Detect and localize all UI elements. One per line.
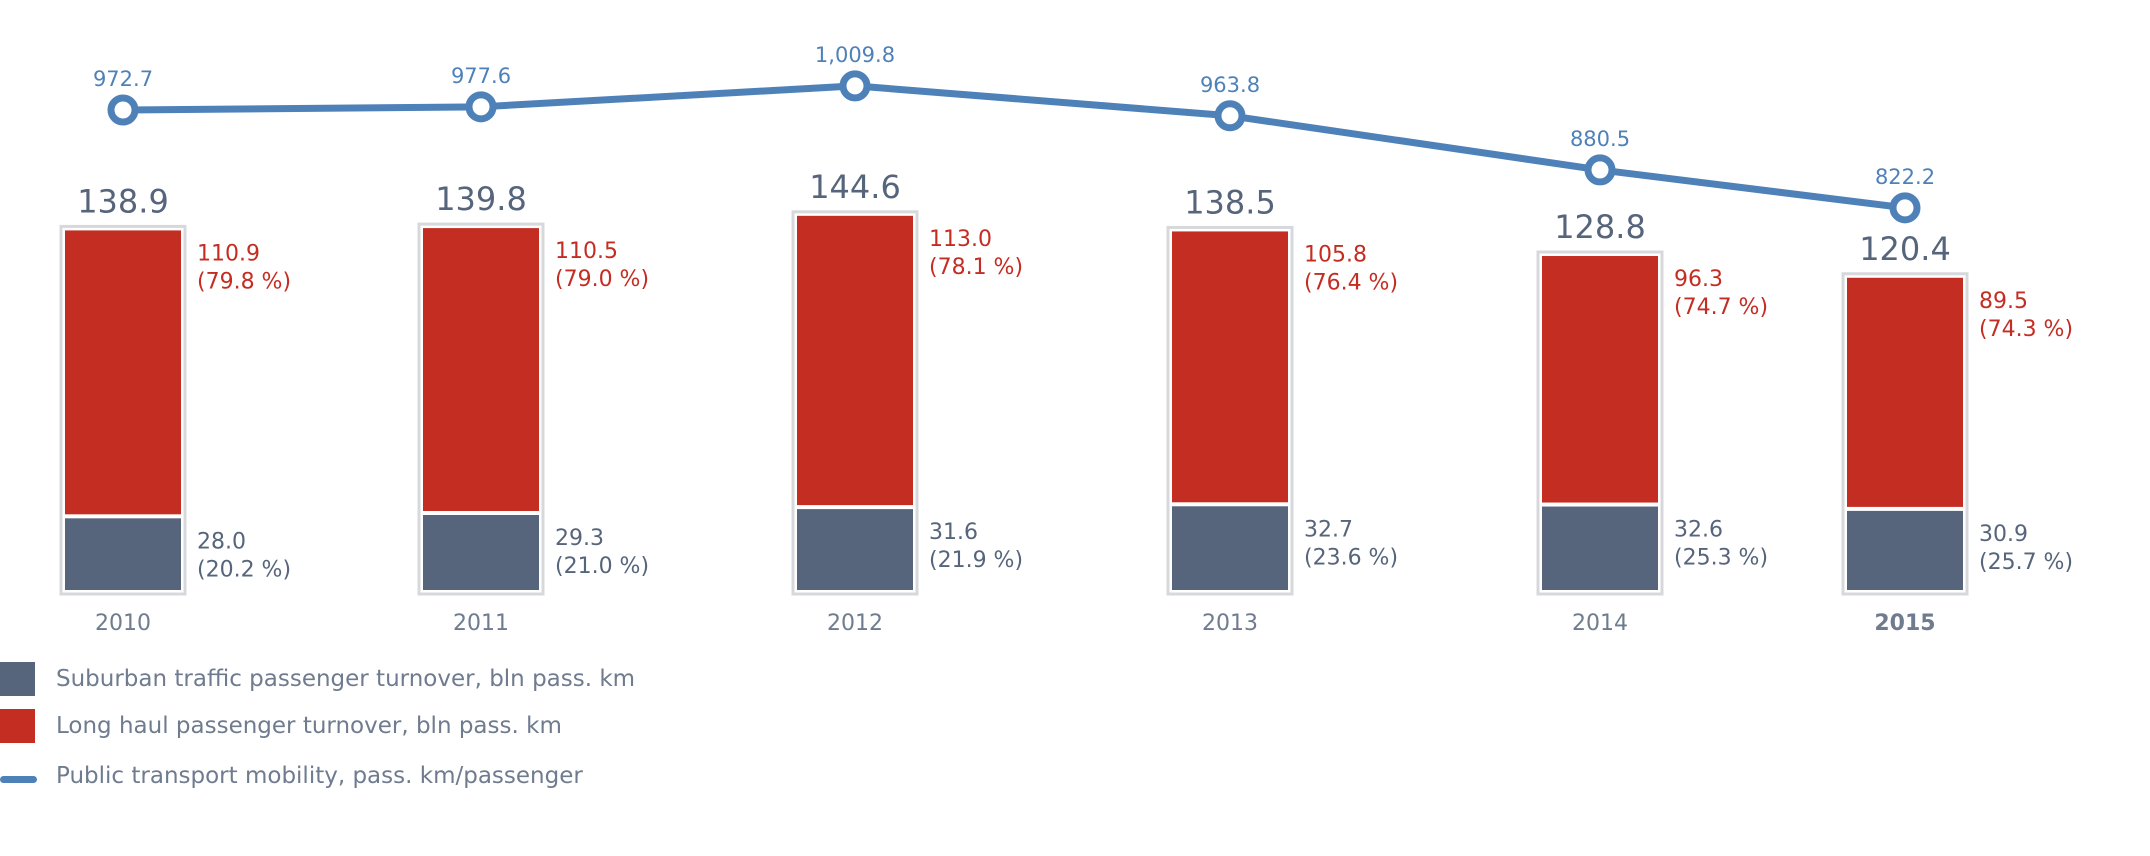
legend-item-suburban: Suburban traffic passenger turnover, bln… [0, 662, 900, 702]
long-haul-share-label: (74.7 %) [1674, 295, 1768, 320]
long-haul-share-label: (79.8 %) [197, 269, 291, 294]
suburban-share-label: (25.7 %) [1979, 550, 2073, 575]
suburban-value-label: 31.6 [929, 520, 978, 545]
legend-item-mobility: Public transport mobility, pass. km/pass… [0, 759, 900, 799]
long-haul-value-label: 89.5 [1979, 289, 2028, 314]
mobility-value-label: 977.6 [451, 64, 511, 88]
long-haul-value-label: 110.9 [197, 241, 260, 266]
legend-line-mobility [0, 776, 37, 783]
suburban-value-label: 30.9 [1979, 522, 2028, 547]
mobility-point [1214, 100, 1246, 132]
bar-suburban [1172, 506, 1288, 590]
long-haul-value-label: 96.3 [1674, 267, 1723, 292]
x-axis-tick-label: 2010 [95, 611, 151, 636]
suburban-share-label: (21.9 %) [929, 548, 1023, 573]
x-axis-tick-label: 2011 [453, 611, 509, 636]
suburban-value-label: 29.3 [555, 526, 604, 551]
bar-long-haul [1847, 277, 1963, 507]
bar-frame [791, 210, 919, 596]
bar-total-label: 138.5 [1184, 183, 1276, 221]
long-haul-share-label: (78.1 %) [929, 255, 1023, 280]
suburban-share-label: (20.2 %) [197, 557, 291, 582]
bar-total-label: 138.9 [77, 182, 169, 220]
long-haul-share-label: (76.4 %) [1304, 270, 1398, 295]
bar-frame [417, 222, 545, 596]
mobility-line [119, 82, 1909, 212]
bar-total-label: 120.4 [1859, 230, 1951, 268]
bar-frame [1536, 250, 1664, 596]
x-axis-tick-label: 2014 [1572, 611, 1628, 636]
bar-frame [1841, 272, 1969, 596]
mobility-point [1584, 154, 1616, 186]
bar-long-haul [1542, 256, 1658, 503]
mobility-value-label: 963.8 [1200, 73, 1260, 97]
bar-suburban [423, 514, 539, 590]
long-haul-value-label: 105.8 [1304, 242, 1367, 267]
bar-frame [1166, 225, 1294, 596]
legend-item-long-haul: Long haul passenger turnover, bln pass. … [0, 709, 900, 749]
suburban-value-label: 28.0 [197, 529, 246, 554]
bar-long-haul [797, 215, 913, 506]
bar-long-haul [423, 228, 539, 511]
mobility-value-label: 1,009.8 [815, 43, 895, 67]
x-axis-tick-label: 2013 [1202, 611, 1258, 636]
bar-suburban [1847, 510, 1963, 590]
legend-swatch-suburban [0, 662, 35, 696]
bar-total-label: 128.8 [1554, 208, 1646, 246]
bar-suburban [797, 509, 913, 590]
legend-label-suburban: Suburban traffic passenger turnover, bln… [56, 666, 636, 692]
bar-long-haul [65, 230, 181, 515]
bar-suburban [1542, 506, 1658, 590]
long-haul-share-label: (74.3 %) [1979, 317, 2073, 342]
mobility-point [1889, 192, 1921, 224]
bar-total-label: 139.8 [435, 180, 527, 218]
legend-swatch-long-haul [0, 709, 35, 743]
bar-long-haul [1172, 231, 1288, 503]
suburban-share-label: (23.6 %) [1304, 545, 1398, 570]
mobility-point [839, 70, 871, 102]
mobility-point [465, 91, 497, 123]
mobility-value-label: 972.7 [93, 67, 153, 91]
suburban-value-label: 32.6 [1674, 518, 1723, 543]
bar-suburban [65, 518, 181, 590]
suburban-value-label: 32.7 [1304, 517, 1353, 542]
long-haul-share-label: (79.0 %) [555, 267, 649, 292]
legend-label-mobility: Public transport mobility, pass. km/pass… [56, 763, 583, 789]
suburban-share-label: (21.0 %) [555, 554, 649, 579]
mobility-value-label: 822.2 [1875, 165, 1935, 189]
suburban-share-label: (25.3 %) [1674, 546, 1768, 571]
legend-label-long-haul: Long haul passenger turnover, bln pass. … [56, 713, 562, 739]
x-axis-tick-label: 2012 [827, 611, 883, 636]
mobility-value-label: 880.5 [1570, 127, 1630, 151]
bar-total-label: 144.6 [809, 168, 901, 206]
long-haul-value-label: 113.0 [929, 227, 992, 252]
x-axis-tick-label: 2015 [1874, 611, 1935, 636]
bar-frame [59, 224, 187, 596]
mobility-point [107, 94, 139, 126]
long-haul-value-label: 110.5 [555, 239, 618, 264]
